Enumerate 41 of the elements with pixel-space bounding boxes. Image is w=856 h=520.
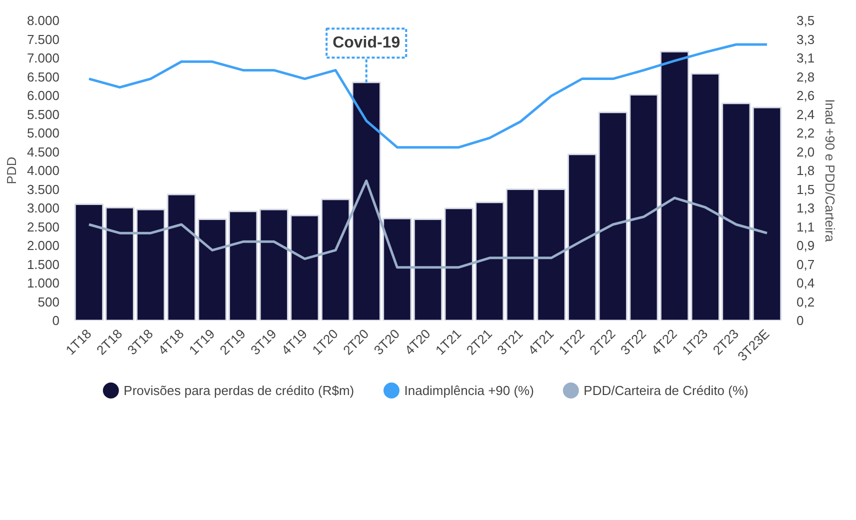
- y-tick-label: 6.500: [26, 69, 60, 84]
- legend-label: PDD/Carteira de Crédito (%): [584, 383, 748, 398]
- y-tick-label: 3.500: [26, 182, 60, 197]
- y-tick-label: 3.000: [26, 200, 60, 216]
- y2-tick-label: 0,9: [796, 238, 815, 253]
- y2-axis-title: Inad +90 e PDD/Carteira: [822, 99, 838, 243]
- y-tick-label: 5.000: [26, 126, 60, 140]
- y-tick-label: 4.000: [26, 163, 60, 178]
- y2-tick-label: 3,3: [796, 32, 815, 47]
- line-series: [88, 180, 768, 269]
- y-tick-label: 500: [38, 294, 60, 310]
- y2-tick-label: 3,5: [796, 13, 815, 28]
- y-tick-label: 2.500: [26, 219, 60, 234]
- y-tick-label: 8.000: [26, 13, 60, 28]
- y-axis-title: PDD: [4, 156, 19, 184]
- y-tick-label: 0: [52, 313, 60, 328]
- y2-tick-label: 1,3: [796, 200, 815, 216]
- y-tick-label: 1.500: [26, 256, 60, 272]
- y2-tick-label: 0,4: [796, 276, 815, 290]
- y2-tick-label: 2,0: [796, 144, 815, 160]
- annotation: Covid-19: [332, 34, 400, 52]
- y-tick-label: 6.000: [26, 88, 60, 103]
- y2-tick-label: 0,7: [796, 256, 815, 272]
- y2-tick-label: 1,1: [796, 219, 815, 234]
- y-tick-label: 5.500: [26, 106, 60, 122]
- legend-label: Inadimplência +90 (%): [404, 383, 534, 398]
- legend-label: Provisões para perdas de crédito (R$m): [124, 383, 354, 398]
- y2-tick-label: 2,8: [796, 69, 815, 84]
- y2-tick-label: 2,6: [796, 88, 815, 103]
- y2-tick-label: 1,8: [796, 163, 815, 178]
- y2-tick-label: 1,5: [796, 182, 815, 197]
- y2-tick-label: 0,2: [796, 294, 815, 310]
- y-tick-label: 2.000: [26, 238, 60, 253]
- y-tick-label: 7.500: [26, 32, 60, 47]
- y2-tick-label: 2,2: [796, 126, 815, 140]
- y2-tick-label: 3,1: [796, 50, 815, 66]
- y2-tick-label: 0: [796, 313, 804, 328]
- y-tick-label: 7.000: [26, 50, 60, 66]
- y-tick-label: 1.000: [26, 276, 60, 290]
- y-tick-label: 4.500: [26, 144, 60, 160]
- y2-tick-label: 2,4: [796, 106, 815, 122]
